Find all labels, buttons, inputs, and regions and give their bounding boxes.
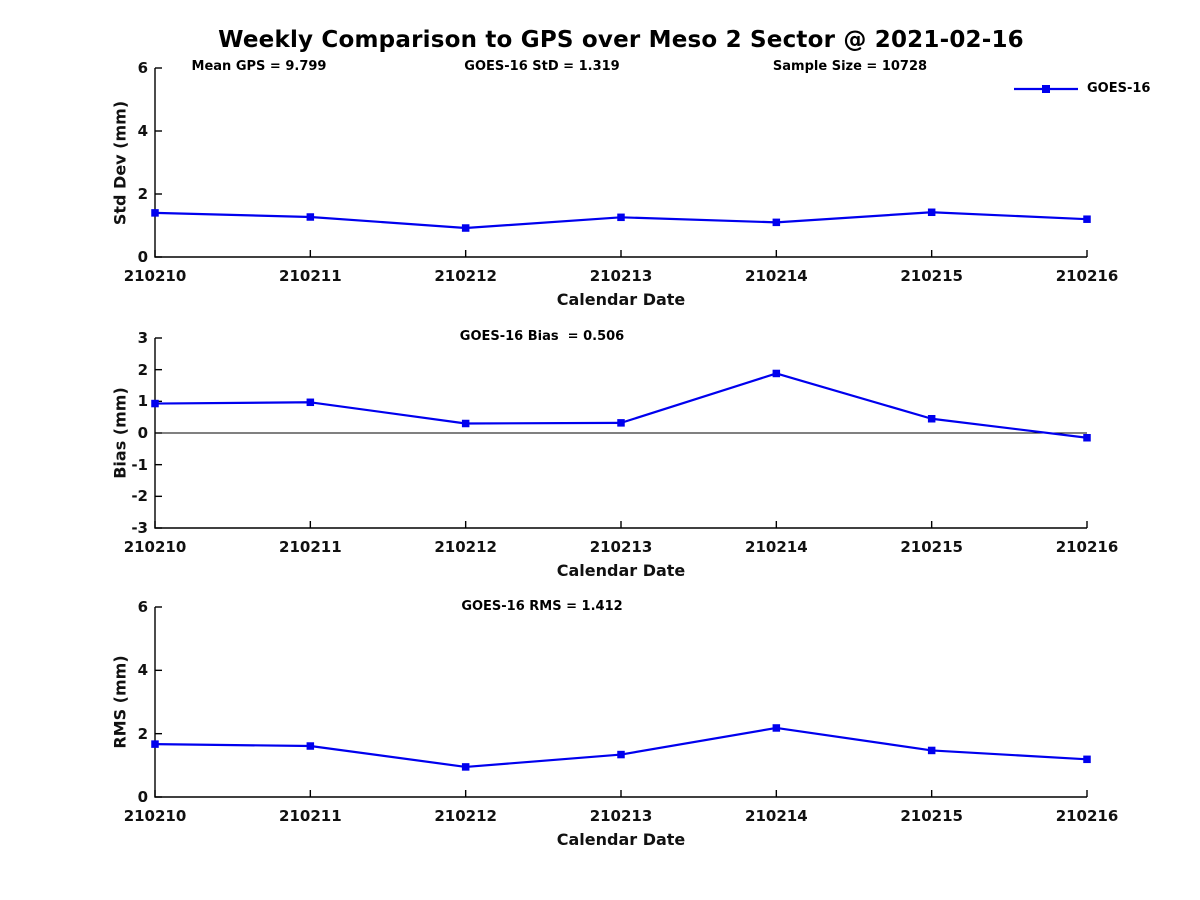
chart-1-data-marker (151, 209, 159, 217)
chart-2-xtick-label: 210211 (279, 538, 342, 556)
chart-2-xtick-label: 210216 (1055, 538, 1119, 556)
annotation-goes16-bias: GOES-16 Bias = 0.506 (459, 329, 625, 344)
chart-1-xtick-label: 210211 (279, 267, 342, 285)
chart-2-xlabel: Calendar Date (556, 561, 686, 580)
chart-3-xtick-label: 210211 (279, 807, 342, 825)
chart-3-ytick-label: 4 (137, 661, 148, 680)
annotation-goes16-rms: GOES-16 RMS = 1.412 (461, 599, 623, 614)
chart-2-data-marker (306, 398, 315, 407)
chart-2-ytick-label: 1 (137, 392, 148, 411)
chart-2-data-marker (927, 415, 936, 423)
chart-3-ytick-label: 0 (137, 788, 148, 806)
chart-1-ytick-label: 6 (137, 59, 148, 77)
chart-3-xtick-label: 210213 (589, 807, 653, 825)
chart-2-xtick-label: 210213 (589, 538, 653, 556)
chart-2-data-marker (1083, 434, 1091, 442)
chart-3-data-marker (617, 750, 625, 759)
chart-2-data-marker (151, 399, 159, 408)
chart-1-data-marker (1083, 215, 1091, 223)
chart-1-xtick-label: 210210 (123, 267, 187, 285)
chart-1-xtick-label: 210215 (900, 267, 963, 285)
chart-1-xtick-label: 210213 (589, 267, 653, 285)
chart-1-ytick-label: 4 (137, 122, 148, 140)
legend-label: GOES-16 (1087, 81, 1151, 96)
chart-3-series-line (154, 726, 1088, 769)
chart-1-ylabel: Std Dev (mm) (110, 100, 130, 225)
chart-3-xtick-label: 210210 (123, 807, 187, 825)
chart-2-xtick-label: 210215 (900, 538, 963, 556)
annotation-mean-gps: Mean GPS = 9.799 (191, 59, 327, 74)
chart-1-xtick-label: 210212 (434, 267, 497, 285)
chart-3-xtick-label: 210212 (434, 807, 497, 825)
chart-1-ytick-label: 0 (137, 248, 148, 266)
legend-line-icon (1014, 84, 1078, 93)
chart-1-ytick-label: 2 (137, 185, 148, 203)
chart-title: Weekly Comparison to GPS over Meso 2 Sec… (218, 27, 1024, 53)
chart-1-data-marker (772, 218, 781, 227)
chart-1-data-marker (617, 213, 625, 222)
chart-3-xtick-label: 210215 (900, 807, 963, 825)
chart-1-xtick-label: 210214 (745, 267, 808, 285)
chart-1-data-marker (461, 224, 470, 232)
annotation-sample-size: Sample Size = 10728 (772, 59, 928, 74)
chart-3-ylabel: RMS (mm) (110, 655, 130, 749)
chart-1-axis (154, 68, 1087, 258)
chart-3-data-marker (772, 724, 781, 732)
legend: GOES-16 (1012, 81, 1150, 96)
chart-3-xtick-label: 210216 (1055, 807, 1119, 825)
chart-2-data-marker (617, 419, 625, 427)
chart-3-xlabel: Calendar Date (556, 830, 686, 849)
chart-2-xtick-label: 210210 (123, 538, 187, 556)
chart-3-xtick-label: 210214 (745, 807, 808, 825)
chart-1-data-marker (306, 213, 315, 221)
chart-2-xtick-label: 210214 (745, 538, 808, 556)
chart-2-ytick-label: 2 (137, 360, 148, 379)
chart-2-ytick-label: -3 (131, 519, 148, 537)
chart-2-ylabel: Bias (mm) (110, 387, 130, 479)
chart-2-ytick-label: 3 (137, 329, 148, 347)
chart-1-xtick-label: 210216 (1055, 267, 1119, 285)
chart-2-series-line (154, 372, 1088, 439)
chart-1-data-marker (927, 208, 936, 217)
chart-3-data-marker (1083, 755, 1091, 764)
chart-2-ytick-label: -2 (131, 487, 148, 506)
chart-3-ytick-label: 2 (137, 724, 148, 743)
chart-3-data-marker (927, 746, 936, 755)
chart-1-xlabel: Calendar Date (556, 290, 686, 309)
chart-2-xtick-label: 210212 (434, 538, 497, 556)
chart-3-axis (154, 607, 1087, 798)
chart-2-data-marker (772, 369, 781, 378)
chart-2-ytick-label: 0 (137, 424, 148, 442)
chart-2-ytick-label: -1 (131, 455, 148, 474)
chart-3-data-marker (461, 763, 470, 771)
annotation-goes16-std: GOES-16 StD = 1.319 (464, 59, 620, 74)
chart-2-data-marker (461, 419, 470, 428)
chart-3-data-marker (151, 740, 159, 748)
chart-3-data-marker (306, 742, 315, 750)
chart-3-ytick-label: 6 (137, 598, 148, 616)
